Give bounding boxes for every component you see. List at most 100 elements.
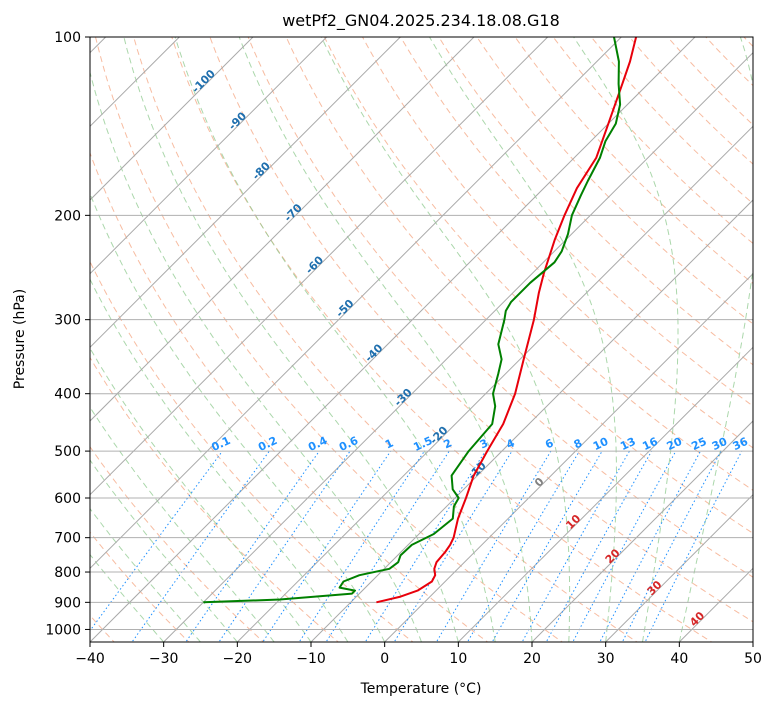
isotherm-line — [90, 37, 401, 349]
mixing-ratio-label: 4 — [504, 436, 517, 451]
x-tick-label: −10 — [296, 651, 326, 667]
moist-adiabat-line — [90, 553, 165, 642]
isotherm-line — [90, 37, 254, 201]
mixing-ratio-label: 20 — [665, 435, 685, 453]
y-tick-label: 300 — [54, 313, 81, 329]
pressure-gridlines — [90, 37, 753, 630]
isotherm-label: -50 — [333, 297, 356, 320]
dry-adiabat-line — [90, 531, 190, 642]
isotherm-line — [90, 37, 328, 275]
plot-frame — [89, 36, 754, 643]
isotherm-label: -30 — [392, 386, 415, 409]
moist-adiabat-line — [238, 37, 533, 642]
isotherm-line — [90, 37, 475, 422]
x-tick-label: 10 — [449, 651, 467, 667]
dry-adiabat-line — [90, 356, 340, 642]
isotherm-line — [90, 37, 696, 642]
dry-adiabat-line — [90, 445, 265, 642]
profile-lines — [203, 37, 638, 604]
y-tick-label: 1000 — [45, 622, 81, 638]
moist-adiabat-line — [90, 278, 349, 642]
isotherm-label: 40 — [687, 609, 707, 629]
isotherm-label: -60 — [303, 253, 326, 276]
isotherm-line — [752, 641, 753, 642]
moist-adiabat-line — [320, 37, 571, 642]
moist-adiabat-line — [174, 37, 496, 642]
isotherm-label: -80 — [250, 159, 273, 182]
y-axis-ticks: 1000 900 800 700 600 500 400 300 200 100 — [45, 30, 90, 638]
x-tick-label: 50 — [744, 651, 762, 667]
x-tick-label: 0 — [380, 651, 389, 667]
mixing-ratio-line — [90, 450, 223, 632]
x-axis-ticks: −40 −30 −20 −10 0 10 20 30 40 50 — [75, 642, 762, 667]
dry-adiabat-line — [247, 37, 753, 578]
isotherm-label: 30 — [645, 578, 665, 598]
mixing-ratio-line — [325, 450, 450, 642]
moist-adiabat-line — [123, 37, 459, 642]
y-tick-label: 100 — [54, 30, 81, 46]
dry-adiabat-line — [666, 37, 753, 126]
mixing-ratio-line — [298, 450, 425, 642]
mixing-ratio-label: 10 — [591, 435, 611, 453]
dry-adiabat-line — [133, 37, 638, 642]
isotherm-label: -100 — [189, 67, 218, 96]
isotherm-line — [90, 37, 622, 570]
y-tick-label: 400 — [54, 387, 81, 403]
mixing-ratio-line — [218, 450, 351, 642]
temperature-profile-line — [376, 37, 638, 604]
mixing-ratio-label: 13 — [618, 435, 637, 453]
mixing-ratio-line — [185, 450, 320, 642]
dry-adiabat-line — [285, 37, 753, 534]
mixing-ratio-label: 25 — [689, 435, 708, 453]
x-tick-label: −20 — [223, 651, 253, 667]
moist-adiabat-line — [90, 192, 386, 642]
y-tick-label: 200 — [54, 208, 81, 224]
dry-adiabat-line — [705, 37, 753, 87]
mixing-ratio-line — [572, 450, 677, 642]
x-tick-label: 20 — [523, 651, 541, 667]
y-tick-label: 900 — [54, 595, 81, 611]
dry-adiabat-line — [323, 37, 753, 491]
isotherm-line — [236, 125, 753, 642]
moist-adiabat-line — [678, 37, 753, 642]
dry-adiabat-line — [514, 37, 753, 285]
dry-adiabat-line — [90, 151, 489, 642]
mixing-ratio-line — [393, 450, 513, 642]
dry-adiabat-line — [361, 37, 753, 449]
x-tick-label: −40 — [75, 651, 105, 667]
x-axis-label: Temperature (°C) — [360, 681, 482, 697]
dry-adiabat-line — [438, 37, 753, 366]
isotherm-line — [531, 420, 753, 642]
background-lines — [90, 24, 775, 645]
isotherm-label: -70 — [282, 201, 305, 224]
mixing-ratio-line — [131, 450, 270, 642]
mixing-ratio-label: 36 — [731, 435, 751, 453]
x-tick-label: −30 — [149, 651, 179, 667]
x-tick-label: 40 — [670, 651, 688, 667]
y-axis-label: Pressure (hPa) — [12, 289, 28, 389]
moist-adiabat-line — [573, 37, 679, 642]
isotherm-line — [90, 37, 549, 496]
isotherm-label: 10 — [563, 512, 583, 532]
reference-line-labels: 0.1 0.2 0.4 0.6 1 1.5 2 3 4 6 8 10 13 16 20 25 30 36-100-… — [189, 67, 750, 629]
y-tick-label: 600 — [54, 491, 81, 507]
isotherm-line — [384, 272, 753, 642]
dewpoint-profile-line — [203, 37, 622, 604]
dry-adiabat-line — [552, 37, 753, 245]
isotherm-line — [457, 346, 753, 642]
dry-adiabat-line — [90, 260, 414, 642]
mixing-ratio-label: 16 — [640, 435, 660, 453]
moist-adiabat-line — [90, 70, 422, 642]
mixing-ratio-line — [262, 450, 392, 642]
isotherm-line — [678, 567, 753, 642]
mixing-ratio-line — [364, 450, 486, 642]
isotherm-line — [605, 493, 753, 642]
moist-adiabat-line — [90, 507, 201, 642]
mixing-ratio-line — [466, 450, 580, 642]
dry-adiabat-line — [769, 24, 775, 645]
chart-title: wetPf2_GN04.2025.234.18.08.G18 — [282, 11, 560, 31]
isotherm-line — [310, 199, 753, 642]
moist-adiabat-line — [90, 347, 312, 642]
mixing-ratio-line — [599, 450, 701, 642]
